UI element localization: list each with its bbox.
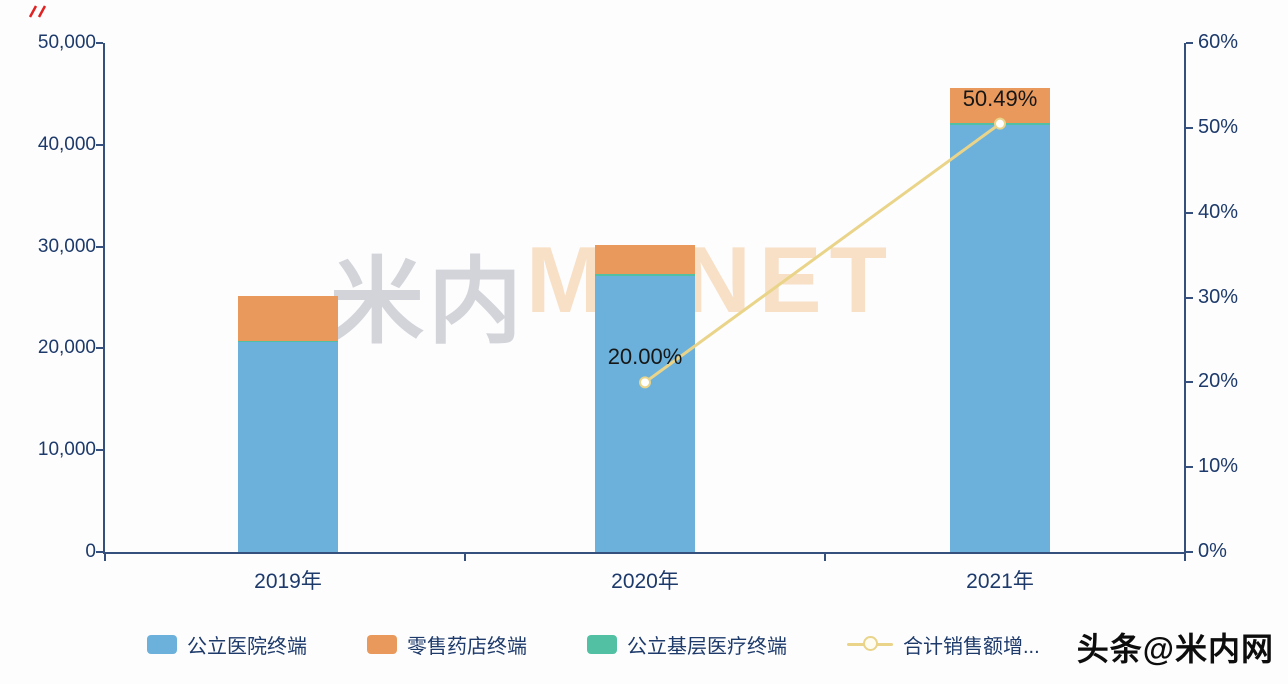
y-axis-right-label: 30% <box>1198 285 1239 308</box>
y-axis-right-label: 20% <box>1198 370 1239 393</box>
y-axis-left-label: 20,000 <box>37 337 96 359</box>
line-point-label: 20.00% <box>607 344 683 370</box>
y-axis-left-tick <box>96 143 103 146</box>
legend-line-circle-icon <box>863 636 878 651</box>
x-axis-label: 2021年 <box>966 570 1034 593</box>
legend-line-marker-icon <box>847 635 893 654</box>
y-axis-right-tick <box>1186 466 1193 469</box>
growth-line <box>644 122 1001 384</box>
bar-segment <box>595 244 695 275</box>
legend-label: 公立基层医疗终端 <box>627 636 787 658</box>
y-axis-left-tick <box>96 245 103 248</box>
legend-swatch-icon <box>147 635 177 654</box>
y-axis-right-tick <box>1186 211 1193 214</box>
y-axis-right-label: 40% <box>1198 200 1239 223</box>
y-axis-left-tick <box>96 449 103 452</box>
line-point <box>994 117 1006 130</box>
x-axis-label: 2020年 <box>611 570 679 593</box>
y-axis-left-tick <box>96 551 103 553</box>
y-axis-right-line <box>1184 43 1186 554</box>
x-axis-tick <box>1184 554 1186 561</box>
legend-item[interactable]: 公立医院终端 <box>147 630 307 659</box>
watermark-en-text: MENET <box>526 227 896 332</box>
y-axis-right-label: 60% <box>1198 31 1239 53</box>
y-axis-right-tick <box>1186 126 1193 129</box>
legend-item[interactable]: 公立基层医疗终端 <box>587 630 787 659</box>
legend-item[interactable]: 合计销售额增... <box>847 630 1040 659</box>
watermark: 米内 MENET <box>330 226 895 362</box>
branding-watermark: 头条@米内网 <box>1076 631 1274 667</box>
bar-segment <box>595 276 695 552</box>
legend-swatch-icon <box>367 635 397 654</box>
bar-segment <box>595 274 695 277</box>
bar-segment <box>238 342 338 552</box>
line-point-label: 50.49% <box>962 85 1038 111</box>
bar-segment <box>950 87 1050 124</box>
y-axis-left-tick <box>96 347 103 350</box>
bar-segment <box>238 340 338 343</box>
line-point <box>639 376 651 389</box>
bar-segment <box>950 125 1050 552</box>
y-axis-left-label: 0 <box>85 541 96 562</box>
y-axis-right-tick <box>1186 381 1193 384</box>
legend-swatch-icon <box>587 635 617 654</box>
watermark-cn-text: 米内 <box>330 249 527 354</box>
y-axis-left-tick <box>96 42 103 44</box>
y-axis-right-label: 0% <box>1198 540 1227 562</box>
x-axis-label: 2019年 <box>254 570 322 593</box>
x-axis-tick <box>104 554 106 561</box>
y-axis-left-label: 10,000 <box>37 439 96 461</box>
legend-item[interactable]: 零售药店终端 <box>367 630 527 659</box>
corner-red-mark <box>28 5 47 18</box>
y-axis-right-tick <box>1186 551 1193 553</box>
x-axis-tick <box>464 554 466 561</box>
legend-label: 合计销售额增... <box>903 636 1040 658</box>
x-axis-tick <box>824 554 826 561</box>
growth-line-layer <box>639 117 1006 389</box>
y-axis-left-label: 30,000 <box>37 235 96 257</box>
legend: 公立医院终端 零售药店终端 公立基层医疗终端 合计销售额增... <box>147 630 1040 659</box>
y-axis-left-label: 40,000 <box>37 133 96 155</box>
x-axis-line <box>103 552 1186 554</box>
y-axis-right-label: 50% <box>1198 115 1239 138</box>
y-axis-left-label: 50,000 <box>37 32 96 53</box>
bar-segment <box>238 296 338 341</box>
legend-label: 公立医院终端 <box>187 636 307 658</box>
y-axis-right-tick <box>1186 296 1193 299</box>
y-axis-right-label: 10% <box>1198 455 1239 478</box>
y-axis-right-tick <box>1186 42 1193 44</box>
legend-label: 零售药店终端 <box>407 636 527 658</box>
y-axis-left-line <box>103 43 105 554</box>
